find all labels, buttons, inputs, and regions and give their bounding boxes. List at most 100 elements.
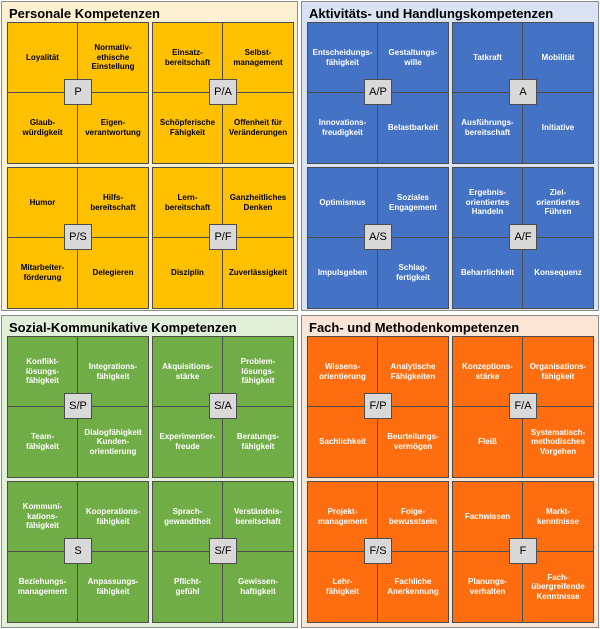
competence-cell: Humor xyxy=(8,168,78,238)
quadrant-title: Sozial-Kommunikative Kompetenzen xyxy=(9,320,237,335)
competence-cell: Schöpferische Fähigkeit xyxy=(153,93,223,163)
competence-cell: Mitarbeiter- förderung xyxy=(8,238,78,308)
competence-cell: Beziehungs- management xyxy=(8,552,78,622)
competence-cell: Fachliche Anerkennung xyxy=(387,577,439,596)
competence-block-f-a: Konzeptions- stärke Organisations- fähigk… xyxy=(452,336,594,478)
competence-block-p: Loyalität Normativ- ethische Einstellung G… xyxy=(7,22,149,164)
competence-code-label: F/S xyxy=(364,538,392,564)
competence-code-label: P/S xyxy=(64,224,92,250)
competence-cell: Zuverlässigkeit xyxy=(228,268,288,278)
competence-cell: Gestaltungs- wille xyxy=(378,23,448,93)
competence-block-f: Fachwissen Markt- kenntnisse Planungs- ver… xyxy=(452,481,594,623)
competence-cell: Team- fähigkeit xyxy=(8,407,78,477)
competence-cell: Disziplin xyxy=(153,238,223,308)
competence-cell: Eigen- verantwortung xyxy=(85,118,141,137)
competence-cell: Delegieren xyxy=(92,268,134,278)
competence-cell: Planungs- verhalten xyxy=(453,552,523,622)
competence-cell: Integrations- fähigkeit xyxy=(78,337,148,407)
competence-cell: Offenheit für Veränderungen xyxy=(228,118,288,137)
competence-cell: Kommuni- kations- fähigkeit xyxy=(8,482,78,552)
competence-cell: Lern- bereitschaft xyxy=(153,168,223,238)
competence-cell: Initiative xyxy=(541,123,575,133)
competence-cell: Akquisitions- stärke xyxy=(153,337,223,407)
competence-cell: Ausführungs- bereitschaft xyxy=(453,93,523,163)
competence-code-label: S xyxy=(64,538,92,564)
competence-cell: Problem- lösungs- fähigkeit xyxy=(223,337,293,407)
competence-cell: Fach- übergreifende Kenntnisse xyxy=(531,572,585,601)
competence-block-a-p: Entscheidungs- fähigkeit Gestaltungs- wil… xyxy=(307,22,449,164)
competence-code-label: P/F xyxy=(209,224,237,250)
competence-block-s: Kommuni- kations- fähigkeit Kooperations-… xyxy=(7,481,149,623)
competence-code-label: F xyxy=(509,538,537,564)
competence-cell: Pflicht- gefühl xyxy=(153,552,223,622)
competence-cell: Konflikt- lösungs- fähigkeit xyxy=(8,337,78,407)
competence-cell: Beharrlichkeit xyxy=(453,238,523,308)
quadrant-title: Personale Kompetenzen xyxy=(9,6,160,21)
competence-cell: Ergebnis- orientiertes Handeln xyxy=(453,168,523,238)
competence-block-a-s: Optimismus Soziales Engagement Impulsgeben… xyxy=(307,167,449,309)
competence-cell: Hilfs- bereitschaft xyxy=(78,168,148,238)
competence-code-label: A/P xyxy=(364,79,392,105)
competence-code-label: S/P xyxy=(64,393,92,419)
competence-cell: Optimismus xyxy=(308,168,378,238)
competence-cell: Gewissen- haftigkeit xyxy=(237,577,278,596)
competence-cell: Sachlichkeit xyxy=(308,407,378,477)
competence-block-f-p: Wissens- orientierung Analytische Fähigke… xyxy=(307,336,449,478)
competence-cell: Tatkraft xyxy=(453,23,523,93)
competence-cell: Dialogfähigkeit Kunden- orientierung xyxy=(84,427,142,456)
competence-code-label: A xyxy=(509,79,537,105)
competence-cell: Verständnis- bereitschaft xyxy=(223,482,293,552)
quadrant-personale-kompetenzen: Personale Kompetenzen Loyalität Normativ- … xyxy=(1,1,298,311)
competence-block-p-s: Humor Hilfs- bereitschaft Mitarbeiter- för… xyxy=(7,167,149,309)
competence-cell: Experimentier- freude xyxy=(153,407,223,477)
competence-block-p-a: Einsatz- bereitschaft Selbst- management S… xyxy=(152,22,294,164)
competence-cell: Lehr- fähigkeit xyxy=(308,552,378,622)
competence-cell: Loyalität xyxy=(8,23,78,93)
competence-cell: Belastbarkeit xyxy=(387,123,439,133)
quadrant-sozial-kommunikative-kompetenzen: Sozial-Kommunikative Kompetenzen Konflikt… xyxy=(1,315,298,628)
competence-cell: Markt- kenntnisse xyxy=(523,482,593,552)
competence-code-label: F/A xyxy=(509,393,537,419)
competence-cell: Anpassungs- fähigkeit xyxy=(87,577,139,596)
competence-cell: Fachwissen xyxy=(453,482,523,552)
competence-code-label: P/A xyxy=(209,79,237,105)
competence-cell: Fleiß xyxy=(453,407,523,477)
competence-cell: Schlag- fertigkeit xyxy=(396,263,430,282)
competence-block-s-f: Sprach- gewandtheit Verständnis- bereitsc… xyxy=(152,481,294,623)
quadrant-aktivitäts-und-handlungskompetenzen: Aktivitäts- und Handlungskompetenzen Ents… xyxy=(301,1,599,311)
competence-cell: Sprach- gewandtheit xyxy=(153,482,223,552)
quadrant-fach-und-methodenkompetenzen: Fach- und Methodenkompetenzen Wissens- or… xyxy=(301,315,599,628)
competence-cell: Beratungs- fähigkeit xyxy=(236,432,280,451)
competence-cell: Beurteilungs- vermögen xyxy=(387,432,439,451)
competence-code-label: A/S xyxy=(364,224,392,250)
competence-cell: Impulsgeben xyxy=(308,238,378,308)
competence-block-a-f: Ergebnis- orientiertes Handeln Ziel- orie… xyxy=(452,167,594,309)
competence-cell: Analytische Fähigkeiten xyxy=(378,337,448,407)
quadrant-title: Fach- und Methodenkompetenzen xyxy=(309,320,520,335)
competence-block-p-f: Lern- bereitschaft Ganzheitliches Denken D… xyxy=(152,167,294,309)
competence-block-s-p: Konflikt- lösungs- fähigkeit Integrations… xyxy=(7,336,149,478)
competence-cell: Wissens- orientierung xyxy=(308,337,378,407)
quadrant-title: Aktivitäts- und Handlungskompetenzen xyxy=(309,6,554,21)
competence-code-label: F/P xyxy=(364,393,392,419)
competence-block-s-a: Akquisitions- stärke Problem- lösungs- fä… xyxy=(152,336,294,478)
competence-cell: Systematisch- methodisches Vorgehen xyxy=(530,427,586,456)
competence-code-label: S/A xyxy=(209,393,237,419)
competence-cell: Konzeptions- stärke xyxy=(453,337,523,407)
competence-cell: Ziel- orientiertes Führen xyxy=(523,168,593,238)
competence-cell: Soziales Engagement xyxy=(378,168,448,238)
competence-block-a: Tatkraft Mobilität Ausführungs- bereitscha… xyxy=(452,22,594,164)
competence-cell: Projekt- management xyxy=(308,482,378,552)
competence-cell: Innovations- freudigkeit xyxy=(308,93,378,163)
competence-cell: Glaub- würdigkeit xyxy=(8,93,78,163)
competence-code-label: S/F xyxy=(209,538,237,564)
competence-cell: Entscheidungs- fähigkeit xyxy=(308,23,378,93)
competence-cell: Normativ- ethische Einstellung xyxy=(78,23,148,93)
competence-block-f-s: Projekt- management Folge- bewusstsein Leh… xyxy=(307,481,449,623)
competence-cell: Folge- bewusstsein xyxy=(378,482,448,552)
competence-cell: Mobilität xyxy=(523,23,593,93)
competence-code-label: P xyxy=(64,79,92,105)
competence-cell: Einsatz- bereitschaft xyxy=(153,23,223,93)
competence-code-label: A/F xyxy=(509,224,537,250)
competence-cell: Organisations- fähigkeit xyxy=(523,337,593,407)
